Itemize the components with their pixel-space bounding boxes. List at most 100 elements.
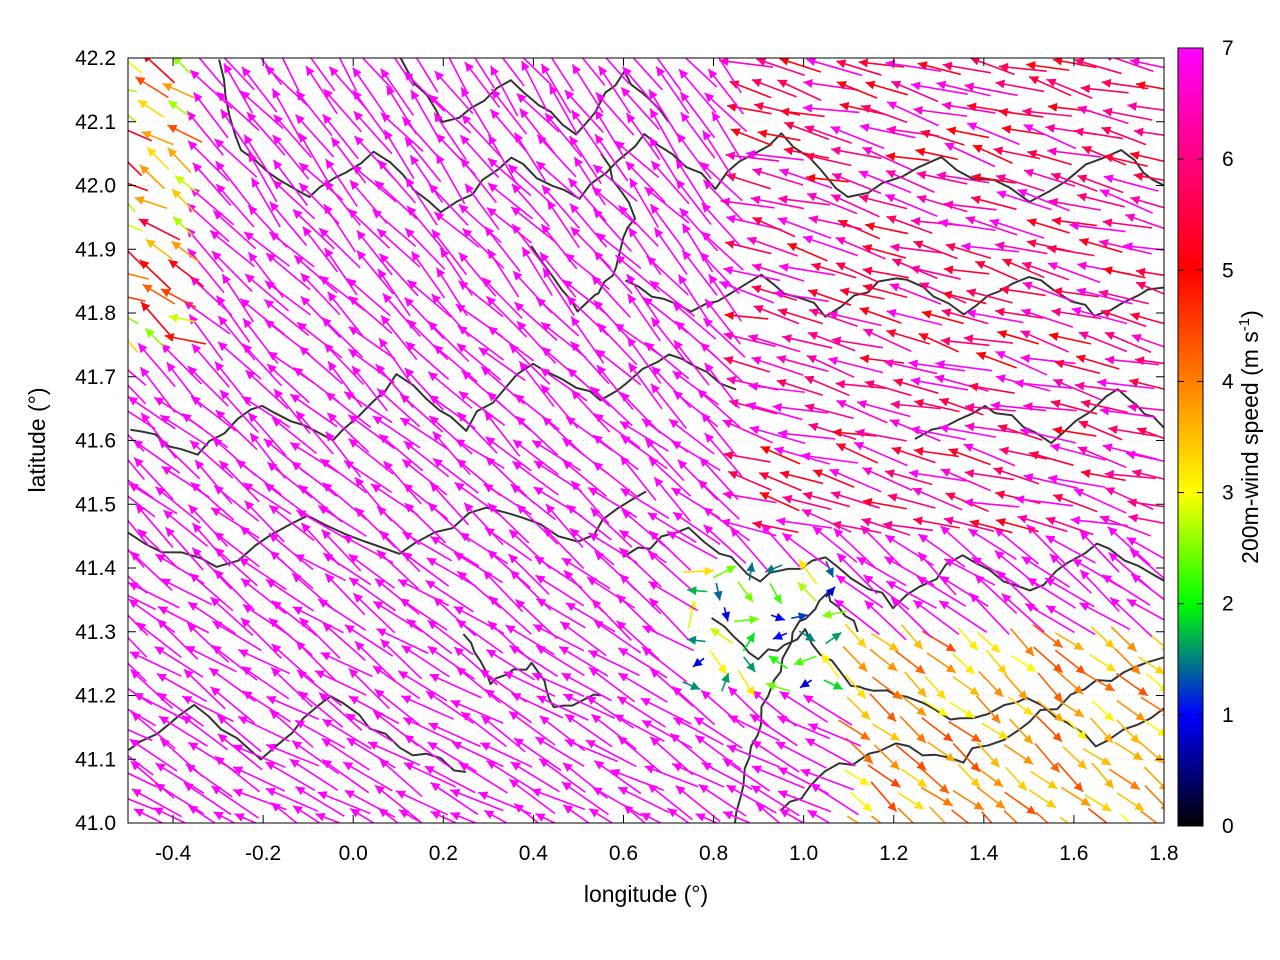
- wind-arrow-head: [108, 595, 118, 605]
- wind-arrow-head: [641, 647, 652, 657]
- wind-arrow-head: [1103, 174, 1114, 184]
- wind-arrow-head: [942, 61, 953, 71]
- wind-arrow-shaft: [156, 618, 199, 660]
- wind-arrow-head: [352, 366, 362, 376]
- wind-arrow-head: [1070, 516, 1081, 525]
- wind-arrow-head: [690, 681, 701, 690]
- wind-arrow-head: [615, 140, 625, 151]
- wind-arrow-head: [173, 58, 182, 66]
- wind-arrow-head: [591, 714, 602, 724]
- wind-arrow-head: [910, 425, 921, 435]
- wind-arrow-shaft: [648, 597, 690, 641]
- wind-arrow-shaft: [617, 647, 668, 679]
- wind-arrow-head: [1073, 641, 1084, 650]
- wind-arrow-shaft: [1047, 262, 1101, 284]
- wind-arrow-head: [192, 523, 202, 533]
- wind-arrow-shaft: [322, 552, 372, 586]
- wind-arrow-shaft: [641, 719, 693, 749]
- wind-arrow-head: [800, 768, 811, 778]
- wind-arrow-head: [680, 92, 690, 102]
- wind-arrow-head: [650, 736, 661, 747]
- wind-arrow-shaft: [534, 736, 585, 768]
- wind-arrow-head: [434, 212, 445, 222]
- wind-arrow-head: [352, 67, 362, 78]
- wind-arrow-shaft: [539, 251, 577, 298]
- wind-arrow-head: [832, 428, 842, 438]
- wind-arrow-head: [569, 203, 580, 214]
- wind-arrow-head: [1136, 427, 1147, 436]
- wind-arrow-head: [269, 505, 280, 515]
- wind-arrow-shaft: [853, 441, 908, 467]
- wind-arrow-shaft: [480, 365, 525, 405]
- wind-arrow-head: [919, 282, 930, 291]
- wind-arrow-head: [542, 43, 551, 53]
- wind-arrow-head: [861, 517, 872, 527]
- wind-arrow-shaft: [1123, 244, 1164, 251]
- wind-arrow-head: [965, 216, 976, 225]
- wind-arrow-head: [800, 451, 811, 461]
- wind-arrow-head: [138, 343, 148, 354]
- wind-arrow-head: [348, 696, 359, 705]
- y-axis-ticks: 41.041.141.241.341.441.541.641.741.841.9…: [75, 47, 1164, 835]
- wind-arrow-head: [1076, 354, 1086, 364]
- wind-arrow-head: [756, 58, 767, 67]
- wind-arrow-shaft: [647, 783, 693, 821]
- wind-arrow-shaft: [380, 314, 418, 361]
- wind-arrow-head: [1047, 262, 1058, 271]
- wind-arrow-head: [676, 159, 685, 170]
- wind-arrow-shaft: [198, 58, 225, 88]
- y-tick-label: 41.4: [75, 557, 116, 580]
- wind-arrow-head: [782, 494, 793, 504]
- wind-arrow-shaft: [185, 645, 237, 673]
- wind-arrow-shaft: [666, 530, 718, 560]
- wind-arrow-shaft: [512, 270, 553, 314]
- wind-arrow-shaft: [676, 132, 712, 180]
- wind-arrow-head: [185, 764, 196, 773]
- wind-arrow-head: [104, 411, 114, 421]
- wind-arrow-shaft: [700, 689, 745, 729]
- wind-arrow-shaft: [211, 785, 259, 819]
- wind-arrow-shaft: [128, 89, 138, 93]
- wind-arrow-head: [682, 223, 692, 234]
- wind-arrow-shaft: [435, 153, 466, 205]
- wind-arrow-shaft: [128, 249, 144, 268]
- wind-arrow-head: [232, 744, 243, 753]
- wind-arrow-shaft: [137, 342, 176, 388]
- wind-arrow-head: [209, 668, 220, 677]
- wind-arrow-shaft: [347, 414, 395, 450]
- wind-arrow-head: [719, 280, 730, 290]
- wind-arrow-head: [1099, 239, 1109, 248]
- wind-arrow-shaft: [379, 530, 421, 573]
- wind-arrow-shaft: [828, 312, 882, 327]
- wind-arrow-shaft: [777, 790, 832, 813]
- wind-arrow-head: [320, 652, 331, 661]
- wind-arrow-head: [865, 80, 876, 90]
- wind-arrow-shaft: [610, 769, 664, 791]
- wind-arrow-head: [1159, 684, 1164, 692]
- wind-arrow-head: [918, 552, 928, 562]
- wind-arrow-shaft: [376, 549, 420, 590]
- wind-arrow-shaft: [751, 689, 797, 727]
- wind-arrow-head: [1024, 646, 1034, 656]
- wind-arrow-head: [618, 787, 629, 796]
- wind-arrow-head: [463, 40, 472, 50]
- wind-arrow-head: [1052, 663, 1063, 673]
- wind-arrow-shaft: [620, 391, 661, 434]
- wind-arrow-shaft: [425, 579, 474, 613]
- wind-arrow-head: [948, 448, 959, 457]
- wind-arrow-shaft: [128, 384, 147, 405]
- wind-arrow-head: [595, 109, 604, 120]
- wind-arrow-head: [156, 673, 167, 682]
- wind-arrow-head: [1077, 446, 1088, 455]
- wind-arrow-shaft: [777, 217, 832, 240]
- wind-arrow-head: [348, 208, 358, 219]
- wind-arrow-shaft: [399, 417, 449, 450]
- wind-arrow-head: [833, 528, 844, 538]
- wind-arrow-shaft: [404, 502, 447, 544]
- colorbar-tick-label: 0: [1222, 815, 1234, 838]
- wind-arrow-head: [703, 318, 714, 328]
- wind-arrow-head: [808, 288, 819, 298]
- wind-arrow-shaft: [361, 58, 393, 90]
- wind-arrow-shaft: [617, 735, 662, 774]
- wind-arrow-head: [140, 367, 150, 378]
